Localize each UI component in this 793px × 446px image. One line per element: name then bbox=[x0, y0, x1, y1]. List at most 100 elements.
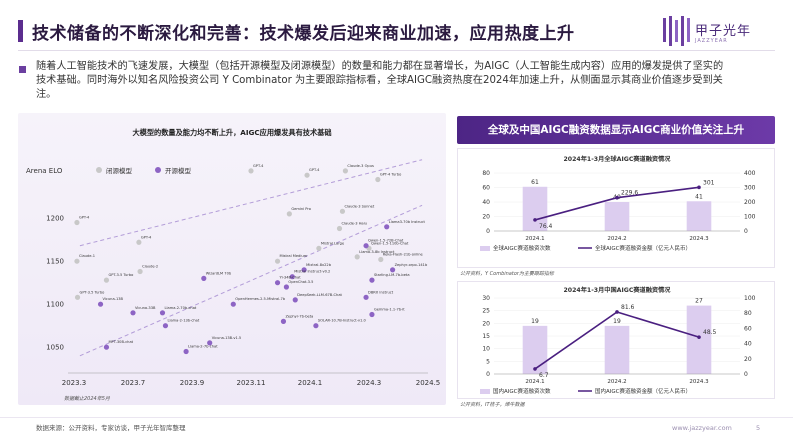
china-source-note: 公开资料，IT桔子，烯牛数据 bbox=[460, 402, 525, 408]
line-point bbox=[697, 335, 701, 339]
model-label: Qwen-1.5-72B-Chat bbox=[368, 239, 404, 243]
left-y-tick: 20 bbox=[482, 214, 490, 221]
left-y-tick: 60 bbox=[482, 185, 490, 192]
closed-model-point bbox=[286, 211, 292, 217]
logo-subtext: JAZZYEAR bbox=[695, 38, 728, 44]
bar-value-label: 19 bbox=[531, 318, 539, 325]
closed-model-point bbox=[248, 168, 254, 174]
model-label: Claude-1 bbox=[79, 254, 95, 258]
left-y-tick: 0 bbox=[486, 371, 490, 378]
scatter-x-tick: 2023.3 bbox=[62, 379, 87, 387]
left-y-tick: 5 bbox=[486, 358, 490, 365]
model-label: Llama-2-7b-chat bbox=[188, 345, 218, 349]
right-y-tick: 400 bbox=[744, 170, 756, 177]
model-label: Llama-2-13b-chat bbox=[167, 319, 199, 323]
model-label: OpenHermes-2.5-Mistral-7b bbox=[235, 297, 285, 301]
model-label: GPT-3.5 Turbo bbox=[108, 273, 133, 277]
model-label: GPT-3.5 Turbo bbox=[80, 290, 105, 294]
scatter-x-tick: 2024.1 bbox=[298, 379, 323, 387]
footer-source: 数据来源：公开资料，专家访谈，甲子光年智库整理 bbox=[36, 424, 186, 432]
scatter-x-tick: 2024.3 bbox=[357, 379, 382, 387]
line-value-label: 6.7 bbox=[539, 372, 549, 379]
model-label: DBRX Instruct bbox=[368, 290, 394, 294]
right-y-tick: 80 bbox=[744, 310, 752, 317]
model-label: Zephyr-7b-beta bbox=[285, 314, 313, 318]
category-label: 2024.1 bbox=[525, 379, 544, 385]
funding-count-bar bbox=[686, 201, 712, 231]
china-funding-panel: 2024年1-3月中国AIGC赛道融资情况 0 5 10 15 20 25 30 0 20 40 60… bbox=[457, 281, 775, 399]
logo-text: 甲子光年 bbox=[695, 24, 752, 39]
global-funding-panel: 2024年1-3月全球AIGC赛道融资情况 0 20 40 60 80 0 100 200 300… bbox=[457, 148, 775, 268]
scatter-y-tick: 1200 bbox=[46, 215, 64, 223]
open-model-point bbox=[390, 267, 396, 273]
model-label: SOLAR-10.7B-Instruct-v1.0 bbox=[318, 319, 367, 323]
model-label: Yi-34B-Chat bbox=[280, 276, 302, 280]
right-y-tick: 20 bbox=[744, 356, 752, 363]
left-y-tick: 80 bbox=[482, 170, 490, 177]
left-y-tick: 10 bbox=[482, 346, 490, 353]
combo-chart-title: 2024年1-3月全球AIGC赛道融资情况 bbox=[564, 155, 672, 163]
closed-model-point bbox=[103, 277, 110, 283]
bar-value-label: 41 bbox=[695, 193, 703, 200]
open-model-point bbox=[103, 344, 110, 350]
open-model-point bbox=[183, 348, 189, 355]
model-label: Mistral Medium bbox=[280, 254, 308, 258]
left-y-tick: 30 bbox=[482, 295, 490, 302]
open-model-point bbox=[283, 284, 289, 290]
legend-open-label: 开源模型 bbox=[165, 166, 192, 175]
category-label: 2024.3 bbox=[689, 236, 709, 242]
category-label: 2024.2 bbox=[607, 236, 626, 242]
closed-model-point bbox=[136, 239, 142, 245]
title-accent-bar bbox=[18, 20, 23, 42]
closed-model-point bbox=[316, 245, 322, 251]
model-label: WizardLM 70b bbox=[206, 271, 232, 275]
model-label: Llama-2-70b-chat bbox=[165, 306, 197, 310]
scatter-x-tick: 2023.7 bbox=[121, 379, 146, 387]
model-label: Claude-2 bbox=[142, 265, 158, 269]
model-label: Claude-3 Haiu bbox=[342, 222, 367, 226]
intro-paragraph: 随着人工智能技术的飞速发展，大模型（包括开源模型及闭源模型）的数量和能力都在显著… bbox=[36, 61, 724, 100]
model-label: GPT-4 bbox=[79, 216, 90, 220]
model-label: Reka-Flash-21b-online bbox=[383, 252, 424, 256]
footer-divider bbox=[0, 417, 793, 418]
model-label: GPT-4 bbox=[253, 164, 264, 168]
closed-model-point bbox=[74, 294, 81, 300]
page-number: 5 bbox=[756, 424, 761, 432]
open-model-point bbox=[274, 280, 281, 286]
legend-bar-swatch bbox=[480, 389, 490, 394]
model-label: Mistral Instruct-v0.2 bbox=[294, 270, 330, 274]
scatter-legend: 闭源模型 开源模型 bbox=[96, 166, 192, 175]
scatter-y-tick: 1100 bbox=[46, 301, 64, 309]
model-label: MPT-30B-chat bbox=[108, 340, 133, 344]
bar-value-label: 19 bbox=[613, 318, 621, 325]
right-y-tick: 100 bbox=[744, 214, 756, 221]
closed-model-point bbox=[274, 258, 281, 264]
scatter-chart: 大模型的数量及能力均不断上升，AIGC应用爆发具有技术基础 Arena ELO … bbox=[26, 128, 440, 402]
closed-model-point bbox=[378, 256, 384, 263]
scatter-y-tick: 1050 bbox=[46, 344, 64, 352]
scatter-y-tick: 1150 bbox=[46, 258, 64, 266]
model-label: GPT-4 bbox=[141, 235, 152, 239]
closed-model-point bbox=[74, 219, 80, 226]
line-point bbox=[533, 367, 537, 371]
open-model-point bbox=[162, 323, 169, 329]
left-y-tick: 0 bbox=[486, 228, 490, 235]
line-value-label: 48.5 bbox=[703, 329, 717, 336]
open-model-point bbox=[363, 243, 369, 249]
model-label: Zephyr-orpo-141b bbox=[395, 263, 428, 267]
model-label: Gemma-1.1-7b-it bbox=[374, 308, 405, 312]
right-section-header: 全球及中国AIGC融资数据显示AIGC商业价值关注上升 bbox=[457, 116, 775, 144]
funding-count-bar bbox=[604, 325, 630, 374]
global-source-note: 公开资料，Y Combinator为主要跟踪指标 bbox=[460, 271, 554, 277]
legend-line-label: 国内AIGC赛道融资金额（亿元人民币） bbox=[595, 387, 691, 395]
open-model-point bbox=[369, 277, 375, 283]
open-model-point bbox=[313, 323, 319, 329]
funding-count-bar bbox=[522, 186, 548, 231]
category-label: 2024.3 bbox=[689, 379, 709, 385]
model-label: Llama-3-8b Instruct bbox=[359, 250, 395, 254]
legend-line-label: 全球AIGC赛道融资金额（亿元人民币） bbox=[595, 244, 691, 252]
combo-chart-title: 2024年1-3月中国AIGC赛道融资情况 bbox=[564, 286, 672, 294]
scatter-x-tick: 2023.9 bbox=[180, 379, 205, 387]
line-value-label: 301 bbox=[703, 179, 715, 186]
open-model-point bbox=[207, 340, 213, 346]
